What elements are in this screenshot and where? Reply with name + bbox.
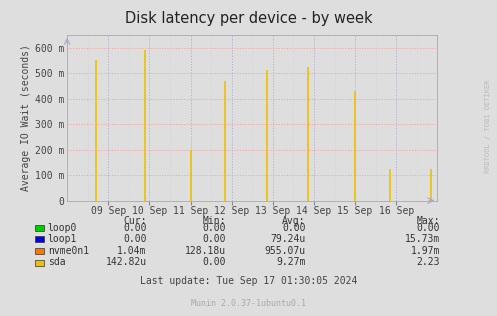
Text: Disk latency per device - by week: Disk latency per device - by week <box>125 11 372 26</box>
Text: nvme0n1: nvme0n1 <box>48 246 89 256</box>
Text: 9.27m: 9.27m <box>276 257 306 267</box>
Text: RRDTOOL / TOBI OETIKER: RRDTOOL / TOBI OETIKER <box>485 80 491 173</box>
Text: sda: sda <box>48 257 65 267</box>
Text: Cur:: Cur: <box>123 216 147 226</box>
Text: 0.00: 0.00 <box>203 222 226 233</box>
Text: 0.00: 0.00 <box>203 234 226 244</box>
Y-axis label: Average IO Wait (seconds): Average IO Wait (seconds) <box>21 44 31 191</box>
Text: Max:: Max: <box>416 216 440 226</box>
Text: 2.23: 2.23 <box>416 257 440 267</box>
Text: Avg:: Avg: <box>282 216 306 226</box>
Text: Min:: Min: <box>203 216 226 226</box>
Text: 0.00: 0.00 <box>282 222 306 233</box>
Text: 955.07u: 955.07u <box>264 246 306 256</box>
Text: 142.82u: 142.82u <box>105 257 147 267</box>
Text: 0.00: 0.00 <box>416 222 440 233</box>
Text: 0.00: 0.00 <box>123 222 147 233</box>
Text: 128.18u: 128.18u <box>185 246 226 256</box>
Text: 79.24u: 79.24u <box>270 234 306 244</box>
Text: 15.73m: 15.73m <box>405 234 440 244</box>
Text: loop1: loop1 <box>48 234 77 244</box>
Text: 0.00: 0.00 <box>203 257 226 267</box>
Text: loop0: loop0 <box>48 222 77 233</box>
Text: 0.00: 0.00 <box>123 234 147 244</box>
Text: 1.04m: 1.04m <box>117 246 147 256</box>
Text: 1.97m: 1.97m <box>411 246 440 256</box>
Text: Last update: Tue Sep 17 01:30:05 2024: Last update: Tue Sep 17 01:30:05 2024 <box>140 276 357 286</box>
Text: Munin 2.0.37-1ubuntu0.1: Munin 2.0.37-1ubuntu0.1 <box>191 300 306 308</box>
